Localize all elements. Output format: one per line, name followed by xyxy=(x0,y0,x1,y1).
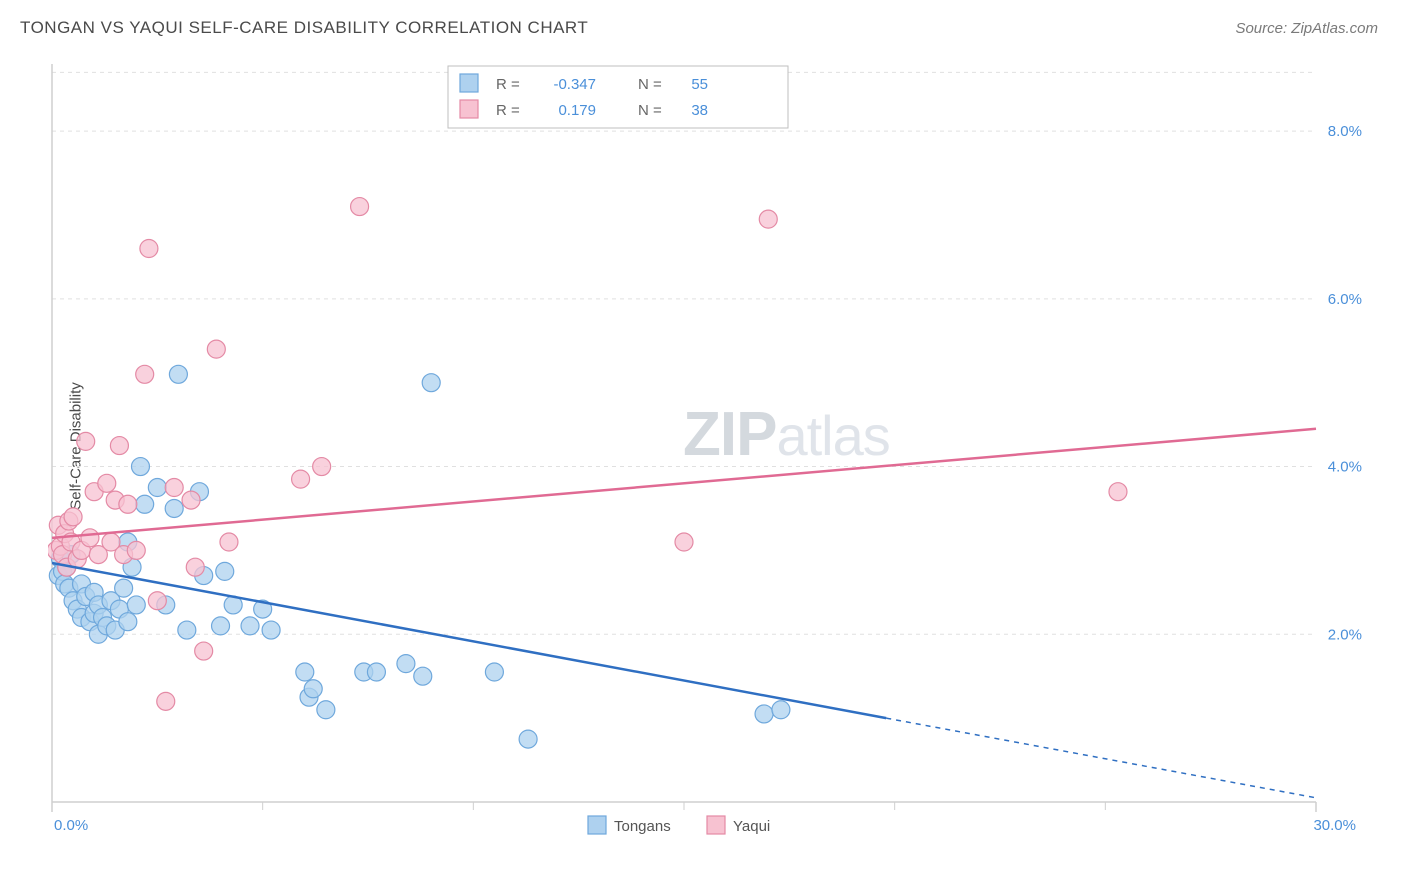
scatter-point xyxy=(422,374,440,392)
stats-n-value: 38 xyxy=(691,102,708,119)
scatter-point xyxy=(115,579,133,597)
chart-title: TONGAN VS YAQUI SELF-CARE DISABILITY COR… xyxy=(20,18,588,38)
scatter-point xyxy=(1109,483,1127,501)
scatter-point xyxy=(148,479,166,497)
legend-label: Tongans xyxy=(614,818,671,835)
y-tick-label: 6.0% xyxy=(1328,291,1362,308)
trend-line xyxy=(52,563,886,718)
scatter-point xyxy=(110,437,128,455)
scatter-point xyxy=(212,617,230,635)
stats-r-value: -0.347 xyxy=(553,76,596,93)
scatter-point xyxy=(98,474,116,492)
watermark: ZIPatlas xyxy=(683,400,890,469)
scatter-point xyxy=(136,365,154,383)
scatter-point xyxy=(519,730,537,748)
stats-swatch xyxy=(460,100,478,118)
x-tick-label: 30.0% xyxy=(1313,817,1356,834)
scatter-point xyxy=(119,495,137,513)
scatter-point xyxy=(165,499,183,517)
scatter-point xyxy=(157,692,175,710)
scatter-point xyxy=(351,198,369,216)
legend-swatch xyxy=(588,816,606,834)
scatter-point xyxy=(317,701,335,719)
scatter-point xyxy=(397,655,415,673)
scatter-point xyxy=(165,479,183,497)
stats-n-label: N = xyxy=(638,102,662,119)
scatter-point xyxy=(186,558,204,576)
scatter-point xyxy=(178,621,196,639)
y-tick-label: 4.0% xyxy=(1328,459,1362,476)
scatter-point xyxy=(127,541,145,559)
scatter-point xyxy=(182,491,200,509)
stats-r-value: 0.179 xyxy=(558,102,596,119)
scatter-point xyxy=(367,663,385,681)
scatter-point xyxy=(220,533,238,551)
scatter-point xyxy=(313,458,331,476)
scatter-point xyxy=(136,495,154,513)
y-tick-label: 8.0% xyxy=(1328,123,1362,140)
legend-swatch xyxy=(707,816,725,834)
scatter-point xyxy=(414,667,432,685)
scatter-point xyxy=(296,663,314,681)
scatter-point xyxy=(216,562,234,580)
stats-n-label: N = xyxy=(638,76,662,93)
scatter-point xyxy=(119,613,137,631)
stats-swatch xyxy=(460,74,478,92)
stats-r-label: R = xyxy=(496,102,520,119)
stats-r-label: R = xyxy=(496,76,520,93)
scatter-point xyxy=(304,680,322,698)
scatter-point xyxy=(64,508,82,526)
stats-n-value: 55 xyxy=(691,76,708,93)
scatter-point xyxy=(772,701,790,719)
scatter-point xyxy=(140,240,158,258)
trend-line-extrapolation xyxy=(886,718,1316,798)
y-tick-label: 2.0% xyxy=(1328,626,1362,643)
scatter-point xyxy=(127,596,145,614)
scatter-point xyxy=(81,529,99,547)
scatter-point xyxy=(169,365,187,383)
scatter-point xyxy=(148,592,166,610)
scatter-point xyxy=(755,705,773,723)
scatter-point xyxy=(675,533,693,551)
scatter-plot: 0.0% 30.0% 2.0% 4.0% 6.0% 8.0% ZIPatlas R = -0.3… xyxy=(48,52,1378,842)
scatter-point xyxy=(759,210,777,228)
scatter-point xyxy=(262,621,280,639)
x-tick-label: 0.0% xyxy=(54,817,88,834)
source-attribution: Source: ZipAtlas.com xyxy=(1235,20,1378,37)
scatter-point xyxy=(195,642,213,660)
legend-label: Yaqui xyxy=(733,818,770,835)
scatter-point xyxy=(207,340,225,358)
scatter-point xyxy=(241,617,259,635)
scatter-point xyxy=(77,432,95,450)
scatter-point xyxy=(485,663,503,681)
scatter-point xyxy=(292,470,310,488)
scatter-point xyxy=(131,458,149,476)
